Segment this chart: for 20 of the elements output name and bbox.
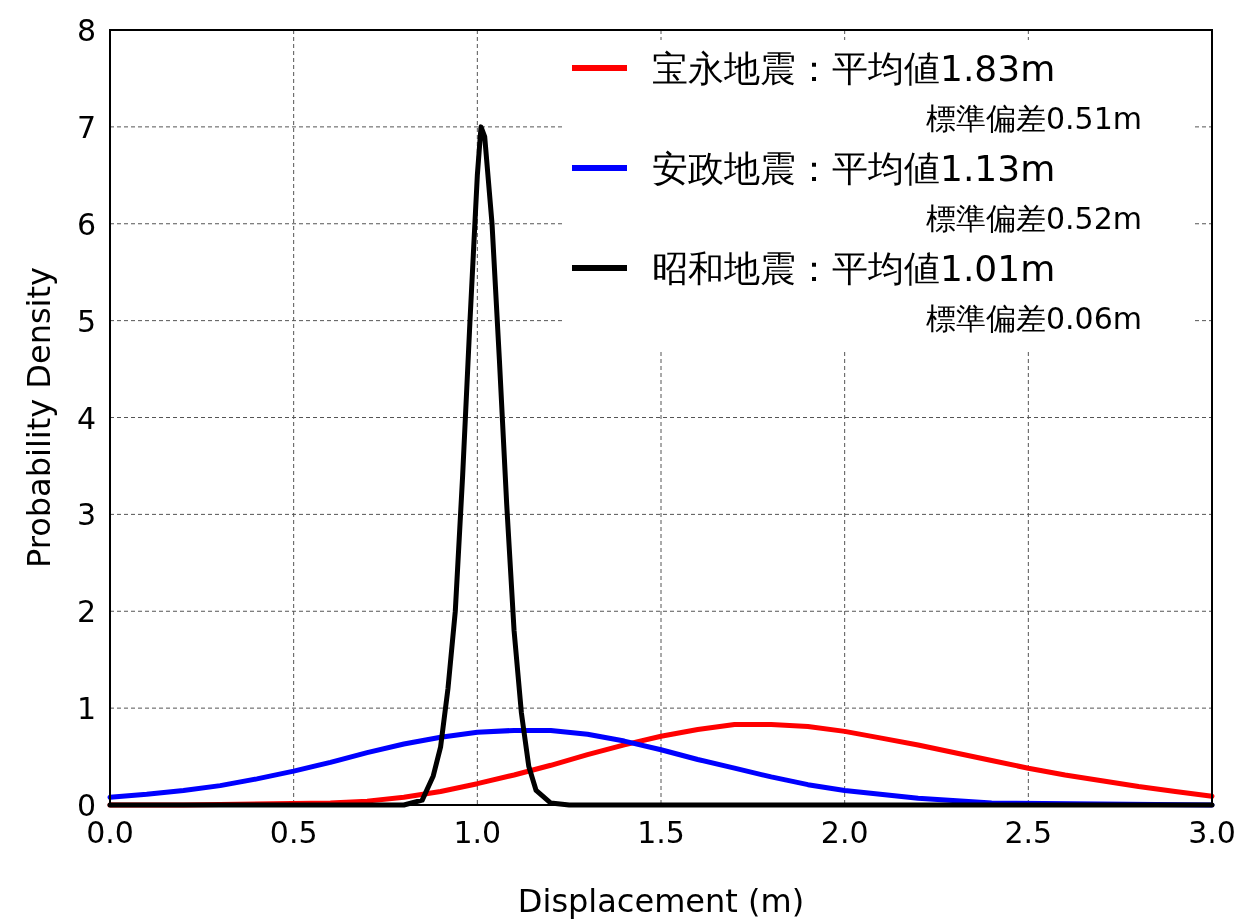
- y-tick-label: 8: [76, 13, 96, 48]
- y-tick-label: 7: [76, 109, 96, 145]
- x-tick-label: 1.0: [453, 815, 502, 850]
- y-tick-label: 3: [76, 497, 96, 533]
- x-tick-label: 2.0: [820, 815, 869, 850]
- legend-label: 昭和地震：平均値1.01m 標準偏差0.06m: [652, 248, 1142, 336]
- x-tick-label: 2.5: [1004, 815, 1053, 850]
- legend-label: 安政地震：平均値1.13m 標準偏差0.52m: [652, 148, 1142, 236]
- x-tick-label: 0.5: [269, 815, 318, 850]
- y-tick-label: 4: [76, 400, 96, 436]
- x-tick-label: 1.5: [637, 815, 685, 850]
- y-axis-title: Probability Density: [20, 267, 58, 568]
- x-axis-title: Displacement (m): [517, 882, 805, 920]
- y-tick-label: 2: [76, 594, 96, 630]
- x-tick-label: 3.0: [1188, 815, 1236, 850]
- x-tick-label: 0.0: [86, 815, 134, 850]
- legend-label: 宝永地震：平均値1.83m 標準偏差0.51m: [652, 48, 1142, 136]
- y-tick-label: 1: [76, 691, 96, 727]
- y-tick-label: 5: [76, 303, 96, 339]
- y-tick-label: 6: [76, 206, 96, 242]
